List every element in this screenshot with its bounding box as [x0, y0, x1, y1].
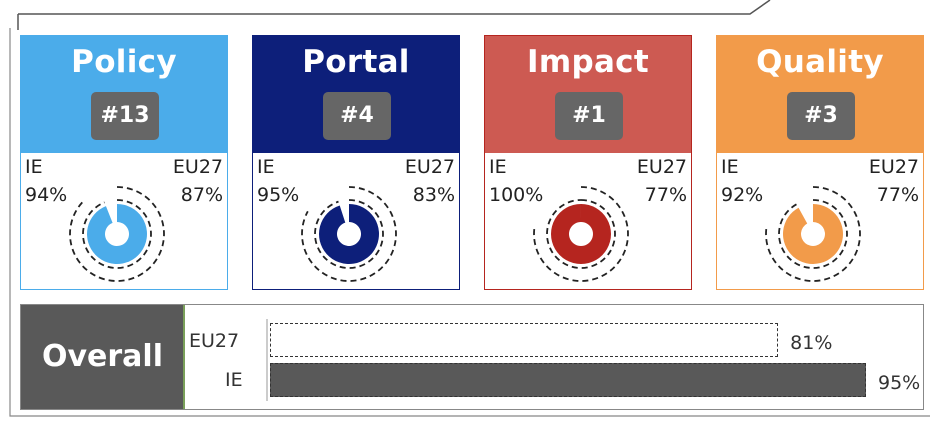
ie-value: 94%: [25, 184, 68, 206]
donut-eu27-arc: [765, 186, 861, 282]
card-title: Policy: [71, 44, 177, 80]
ie-label: IE: [25, 156, 43, 178]
bar-ie: [270, 363, 866, 397]
donut-eu27-arc: [533, 186, 629, 282]
card-title: Quality: [756, 44, 884, 80]
bar-category-eu27: EU27: [189, 330, 240, 352]
rank-badge: #4: [323, 92, 391, 140]
donut-ie-outline: [314, 199, 384, 269]
card-title: Impact: [527, 44, 649, 80]
ie-label: IE: [489, 156, 507, 178]
ie-label: IE: [721, 156, 739, 178]
card-body: IE EU27 94% 87%: [21, 153, 227, 291]
rank-badge: #3: [787, 92, 855, 140]
donut-ie-wedge: [319, 204, 379, 264]
card-body: IE EU27 100% 77%: [485, 153, 691, 291]
overall-label: Overall: [21, 305, 184, 409]
donut-chart: [765, 186, 861, 282]
eu27-label: EU27: [868, 156, 919, 178]
card-policy: Policy #13 IE EU27 94% 87%: [20, 35, 228, 290]
bar-value-eu27: 81%: [790, 332, 833, 354]
card-body: IE EU27 95% 83%: [253, 153, 459, 291]
donut-ie-outline: [546, 199, 616, 269]
donut-chart: [69, 186, 165, 282]
card-body: IE EU27 92% 77%: [717, 153, 923, 291]
eu27-label: EU27: [636, 156, 687, 178]
bar-eu27: [270, 323, 779, 357]
ie-value: 95%: [257, 184, 300, 206]
card-header: Policy #13: [21, 36, 227, 153]
eu27-value: 77%: [644, 184, 687, 206]
donut-eu27-arc: [301, 186, 397, 282]
card-header: Impact #1: [485, 36, 691, 153]
eu27-value: 87%: [180, 184, 223, 206]
ie-label: IE: [257, 156, 275, 178]
overall-panel: Overall EU27 IE 81% 95%: [20, 304, 924, 410]
eu27-value: 83%: [412, 184, 455, 206]
rank-badge: #13: [91, 92, 159, 140]
donut-ie-outline: [82, 199, 152, 269]
donut-chart: [533, 186, 629, 282]
donut-eu27-arc: [69, 186, 165, 282]
bar-category-ie: IE: [225, 369, 243, 391]
card-portal: Portal #4 IE EU27 95% 83%: [252, 35, 460, 290]
ie-value: 92%: [721, 184, 764, 206]
rank-badge: #1: [555, 92, 623, 140]
card-quality: Quality #3 IE EU27 92% 77%: [716, 35, 924, 290]
bar-axis: [266, 319, 268, 401]
donut-ie-wedge: [87, 204, 147, 264]
eu27-label: EU27: [404, 156, 455, 178]
card-title: Portal: [302, 44, 410, 80]
eu27-label: EU27: [172, 156, 223, 178]
card-impact: Impact #1 IE EU27 100% 77%: [484, 35, 692, 290]
eu27-value: 77%: [876, 184, 919, 206]
overall-divider: [183, 305, 185, 409]
donut-ie-wedge: [551, 204, 612, 264]
bar-value-ie: 95%: [878, 372, 921, 394]
ie-value: 100%: [489, 184, 544, 206]
card-header: Quality #3: [717, 36, 923, 153]
donut-ie-wedge: [783, 204, 843, 264]
card-header: Portal #4: [253, 36, 459, 153]
donut-chart: [301, 186, 397, 282]
